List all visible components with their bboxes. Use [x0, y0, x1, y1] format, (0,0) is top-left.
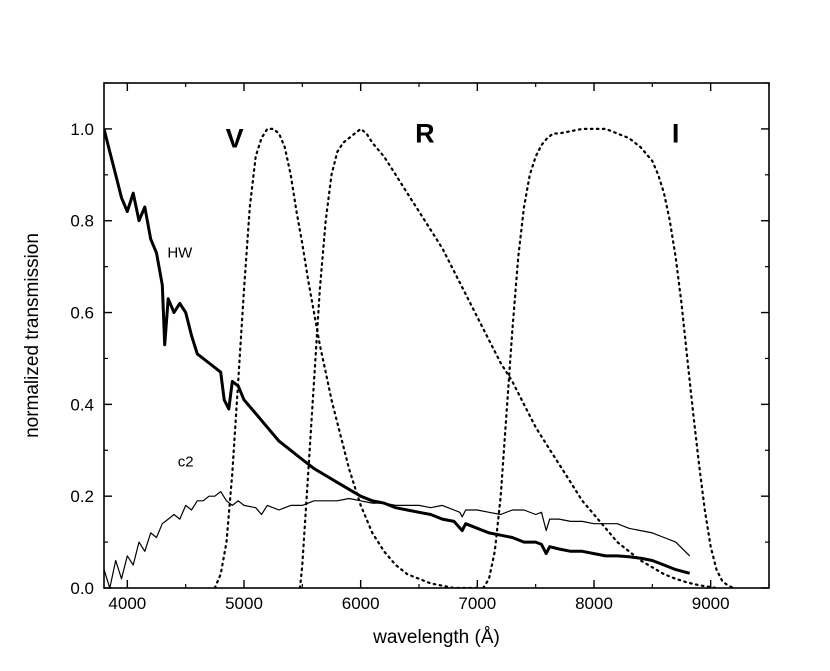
y-axis-title: normalized transmission — [22, 233, 43, 438]
plot-frame — [103, 82, 770, 589]
x-tick-label: 9000 — [692, 594, 730, 613]
series-line-c2 — [104, 491, 691, 588]
series-line-v — [213, 127, 479, 588]
series-label-c2: c2 — [178, 453, 194, 470]
series-line-hw — [104, 128, 691, 575]
y-tick-label: 0.6 — [70, 304, 94, 323]
y-tick-label: 0.8 — [70, 212, 94, 231]
y-tick-label: 0.4 — [70, 395, 94, 414]
y-tick-label: 1.0 — [70, 120, 94, 139]
x-tick-label: 8000 — [575, 594, 613, 613]
x-tick-label: 5000 — [225, 594, 263, 613]
series-label-hw: HW — [167, 244, 193, 261]
x-axis-title: wavelength (Å) — [372, 627, 500, 648]
x-tick-label: 6000 — [342, 594, 380, 613]
x-tick-label: 4000 — [108, 594, 146, 613]
x-tick-label: 7000 — [458, 594, 496, 613]
series-line-r — [298, 127, 718, 588]
series-label-r: R — [415, 119, 435, 149]
series-label-i: I — [672, 119, 680, 149]
y-tick-label: 0.0 — [70, 579, 94, 598]
series-line-i — [482, 127, 736, 588]
series-label-v: V — [226, 123, 244, 153]
y-tick-label: 0.2 — [70, 487, 94, 506]
